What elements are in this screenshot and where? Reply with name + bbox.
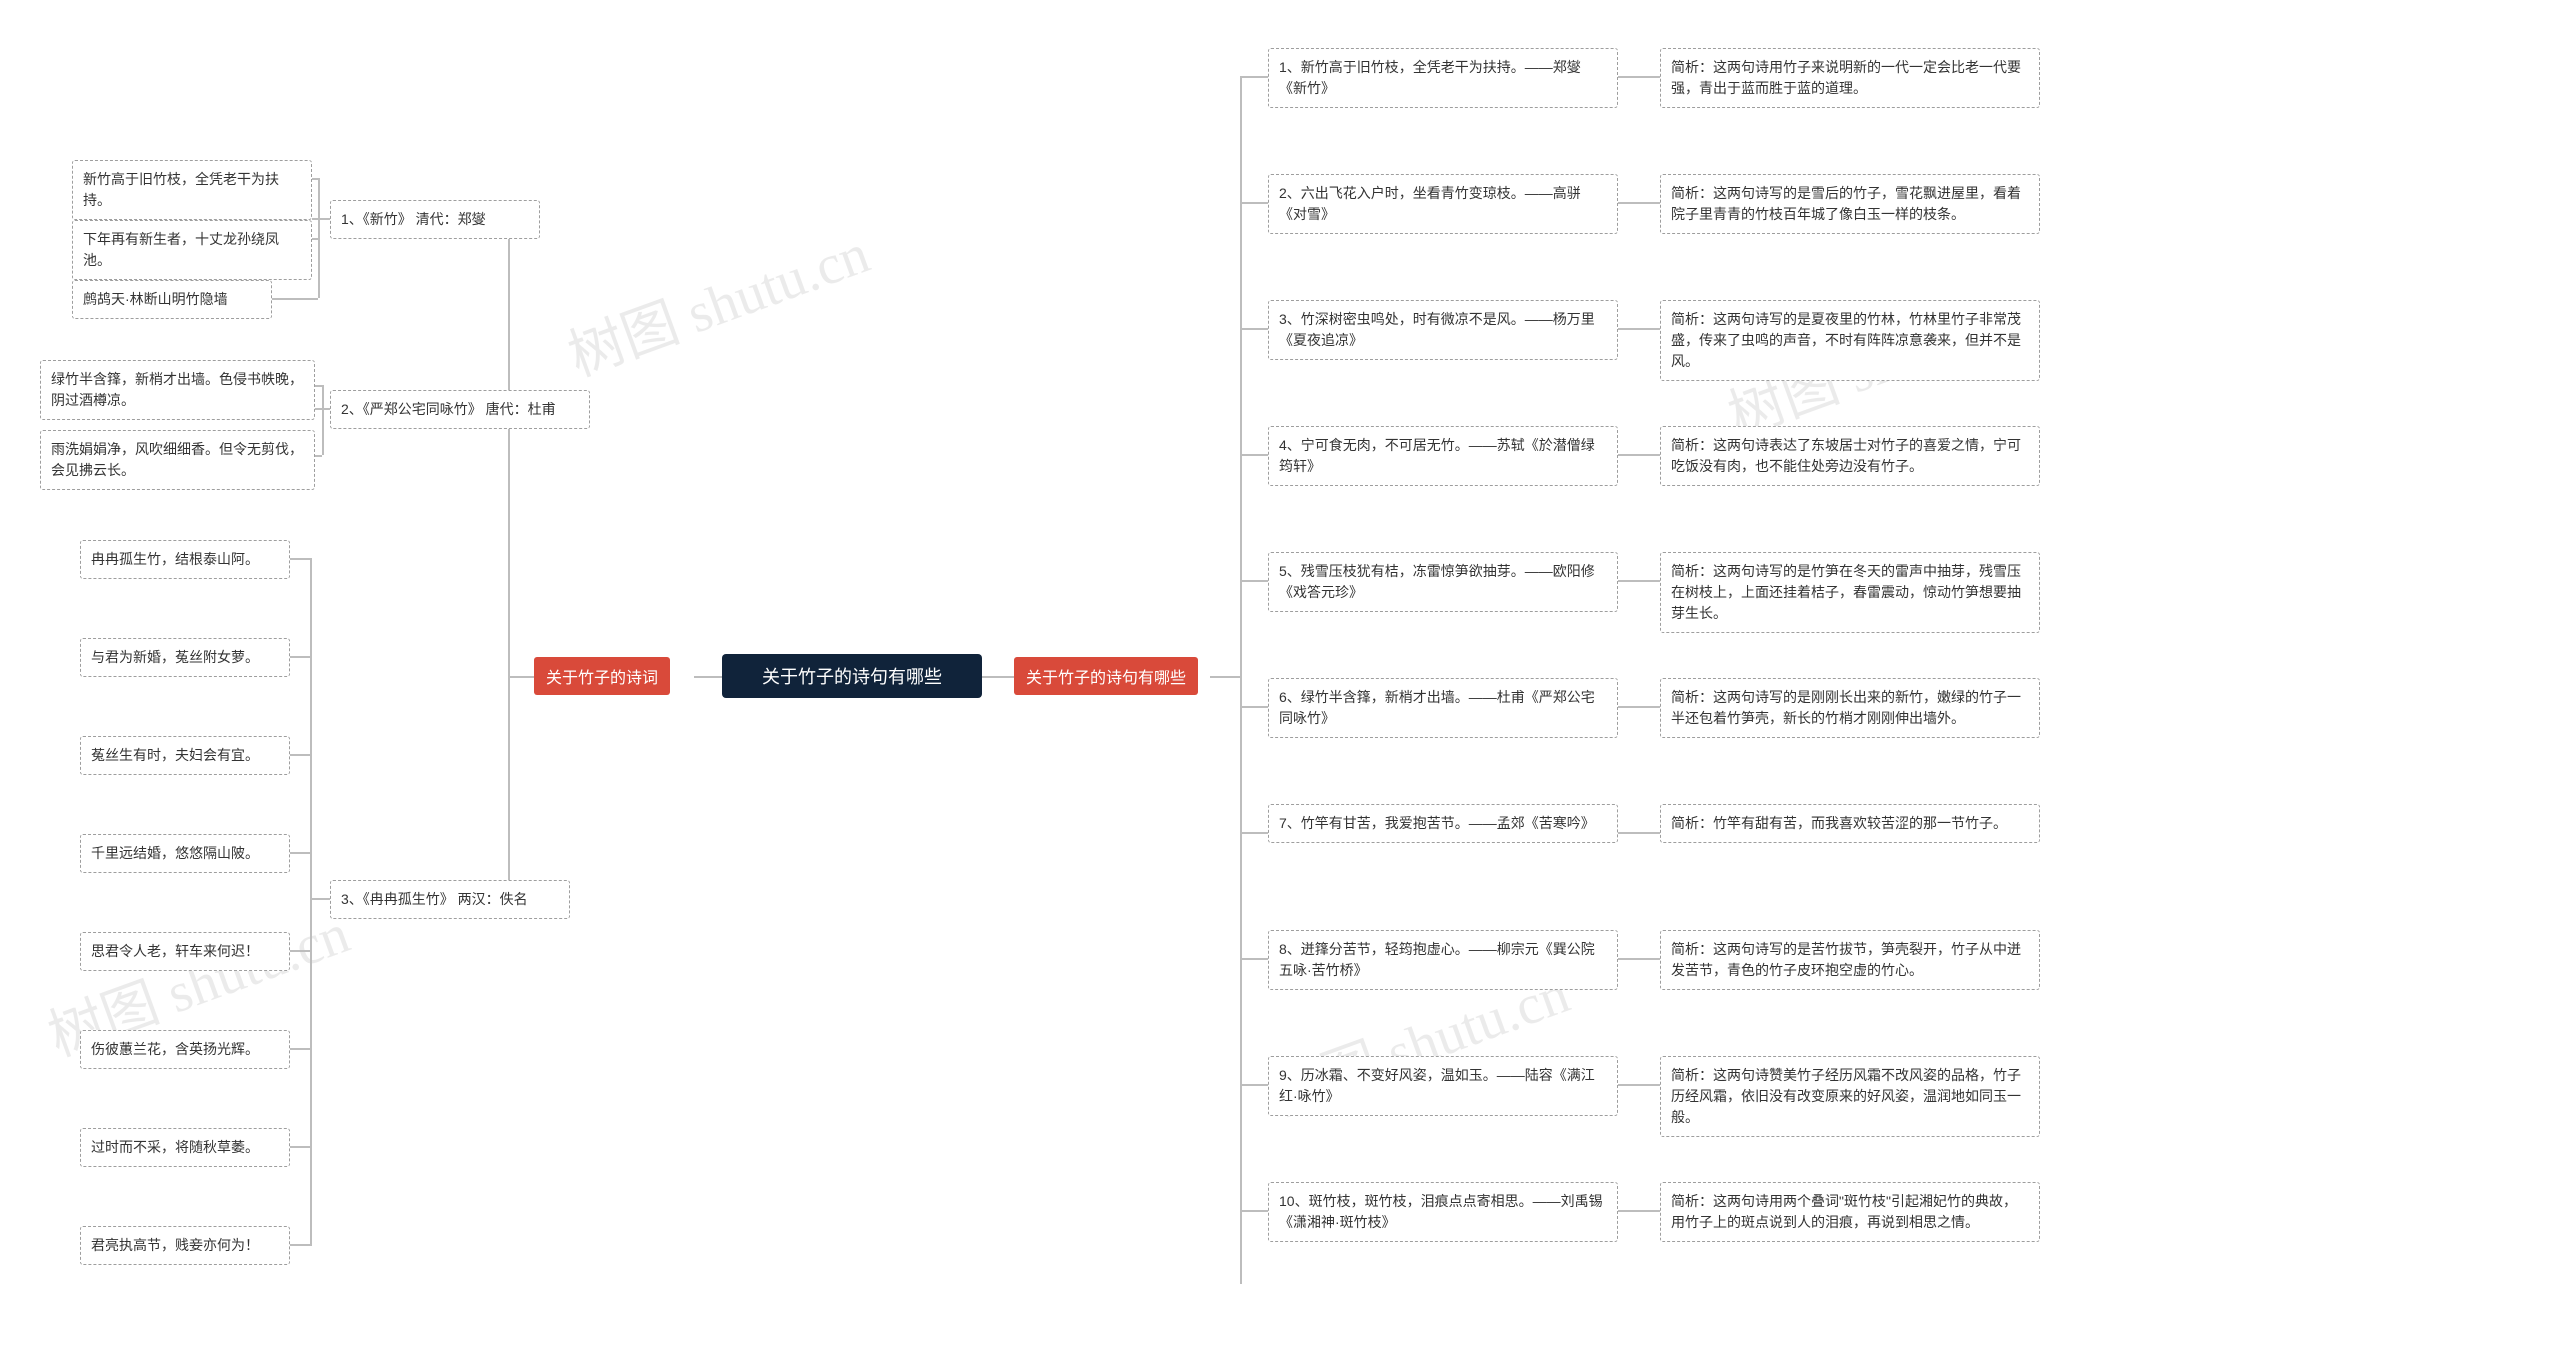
right-note-1: 简析：这两句诗用竹子来说明新的一代一定会比老一代要强，青出于蓝而胜于蓝的道理。 xyxy=(1660,48,2040,108)
connector xyxy=(1618,1084,1660,1086)
left-leaf-m1c: 鹧鸪天·林断山明竹隐墙 xyxy=(72,280,272,319)
right-verse-4: 4、宁可食无肉，不可居无竹。——苏轼《於潜僧绿筠轩》 xyxy=(1268,426,1618,486)
left-leaf-m3b: 与君为新婚，菟丝附女萝。 xyxy=(80,638,290,677)
connector xyxy=(310,558,312,1246)
connector xyxy=(1240,202,1268,204)
connector xyxy=(1240,76,1268,78)
connector xyxy=(1210,676,1240,678)
watermark: 树图 shutu.cn xyxy=(556,209,879,393)
connector xyxy=(312,218,330,220)
connector xyxy=(1240,328,1268,330)
connector xyxy=(508,218,510,898)
connector xyxy=(1618,76,1660,78)
left-mid-2: 2、《严郑公宅同咏竹》 唐代：杜甫 xyxy=(330,390,590,429)
connector xyxy=(1240,1084,1268,1086)
connector xyxy=(1618,1210,1660,1212)
connector xyxy=(318,178,320,298)
right-verse-7: 7、竹竿有甘苦，我爱抱苦节。——孟郊《苦寒吟》 xyxy=(1268,804,1618,843)
right-verse-10: 10、斑竹枝，斑竹枝，泪痕点点寄相思。——刘禹锡《潇湘神·斑竹枝》 xyxy=(1268,1182,1618,1242)
left-leaf-m3h: 君亮执高节，贱妾亦何为！ xyxy=(80,1226,290,1265)
left-leaf-m2b: 雨洗娟娟净，风吹细细香。但令无剪伐，会见拂云长。 xyxy=(40,430,315,490)
root-node: 关于竹子的诗句有哪些 xyxy=(722,654,982,698)
left-leaf-m3a: 冉冉孤生竹，结根泰山阿。 xyxy=(80,540,290,579)
right-note-7: 简析：竹竿有甜有苦，而我喜欢较苦涩的那一节竹子。 xyxy=(1660,804,2040,843)
connector xyxy=(1240,958,1268,960)
connector xyxy=(1618,580,1660,582)
right-verse-3: 3、竹深树密虫鸣处，时有微凉不是风。——杨万里《夏夜追凉》 xyxy=(1268,300,1618,360)
right-verse-6: 6、绿竹半含箨，新梢才出墙。——杜甫《严郑公宅同咏竹》 xyxy=(1268,678,1618,738)
connector xyxy=(290,558,310,560)
right-topic: 关于竹子的诗句有哪些 xyxy=(1014,657,1198,695)
right-note-6: 简析：这两句诗写的是刚刚长出来的新竹，嫩绿的竹子一半还包着竹笋壳，新长的竹梢才刚… xyxy=(1660,678,2040,738)
left-leaf-m3c: 菟丝生有时，夫妇会有宜。 xyxy=(80,736,290,775)
connector xyxy=(1240,454,1268,456)
left-leaf-m2a: 绿竹半含箨，新梢才出墙。色侵书帙晚，阴过酒樽凉。 xyxy=(40,360,315,420)
left-topic: 关于竹子的诗词 xyxy=(534,657,670,695)
connector xyxy=(1240,76,1242,1284)
right-note-5: 简析：这两句诗写的是竹笋在冬天的雷声中抽芽，残雪压在树枝上，上面还挂着桔子，春雷… xyxy=(1660,552,2040,633)
left-leaf-m1a: 新竹高于旧竹枝，全凭老干为扶持。 xyxy=(72,160,312,220)
connector xyxy=(290,1048,310,1050)
right-note-3: 简析：这两句诗写的是夏夜里的竹林，竹林里竹子非常茂盛，传来了虫鸣的声音，不时有阵… xyxy=(1660,300,2040,381)
connector xyxy=(290,852,310,854)
connector xyxy=(508,676,534,678)
connector xyxy=(1618,832,1660,834)
connector xyxy=(1618,958,1660,960)
connector xyxy=(310,898,330,900)
connector xyxy=(1618,706,1660,708)
right-verse-5: 5、残雪压枝犹有桔，冻雷惊笋欲抽芽。——欧阳修《戏答元珍》 xyxy=(1268,552,1618,612)
left-mid-3: 3、《冉冉孤生竹》 两汉：佚名 xyxy=(330,880,570,919)
left-leaf-m1b: 下年再有新生者，十丈龙孙绕凤池。 xyxy=(72,220,312,280)
right-note-2: 简析：这两句诗写的是雪后的竹子，雪花飘进屋里，看着院子里青青的竹枝百年城了像白玉… xyxy=(1660,174,2040,234)
connector xyxy=(1240,1210,1268,1212)
left-leaf-m3g: 过时而不采，将随秋草萎。 xyxy=(80,1128,290,1167)
connector xyxy=(982,676,1014,678)
right-note-10: 简析：这两句诗用两个叠词"斑竹枝"引起湘妃竹的典故，用竹子上的斑点说到人的泪痕，… xyxy=(1660,1182,2040,1242)
connector xyxy=(290,656,310,658)
right-note-9: 简析：这两句诗赞美竹子经历风霜不改风姿的品格，竹子历经风霜，依旧没有改变原来的好… xyxy=(1660,1056,2040,1137)
connector xyxy=(1618,454,1660,456)
left-leaf-m3e: 思君令人老，轩车来何迟！ xyxy=(80,932,290,971)
right-note-8: 简析：这两句诗写的是苦竹拔节，笋壳裂开，竹子从中迸发苦节，青色的竹子皮环抱空虚的… xyxy=(1660,930,2040,990)
right-verse-2: 2、六出飞花入户时，坐看青竹变琼枝。——高骈《对雪》 xyxy=(1268,174,1618,234)
connector xyxy=(290,950,310,952)
right-verse-9: 9、历冰霜、不变好风姿，温如玉。——陆容《满江红·咏竹》 xyxy=(1268,1056,1618,1116)
connector xyxy=(290,1244,310,1246)
connector xyxy=(1618,202,1660,204)
connector xyxy=(290,754,310,756)
connector xyxy=(290,1146,310,1148)
connector xyxy=(1240,580,1268,582)
left-leaf-m3d: 千里远结婚，悠悠隔山陂。 xyxy=(80,834,290,873)
left-mid-1: 1、《新竹》 清代：郑燮 xyxy=(330,200,540,239)
connector xyxy=(694,676,722,678)
left-leaf-m3f: 伤彼蕙兰花，含英扬光辉。 xyxy=(80,1030,290,1069)
right-verse-1: 1、新竹高于旧竹枝，全凭老干为扶持。——郑燮《新竹》 xyxy=(1268,48,1618,108)
right-note-4: 简析：这两句诗表达了东坡居士对竹子的喜爱之情，宁可吃饭没有肉，也不能住处旁边没有… xyxy=(1660,426,2040,486)
connector xyxy=(1618,328,1660,330)
connector xyxy=(1240,832,1268,834)
connector xyxy=(1240,706,1268,708)
right-verse-8: 8、迸箨分苦节，轻筠抱虚心。——柳宗元《巽公院五咏·苦竹桥》 xyxy=(1268,930,1618,990)
connector xyxy=(322,385,324,455)
